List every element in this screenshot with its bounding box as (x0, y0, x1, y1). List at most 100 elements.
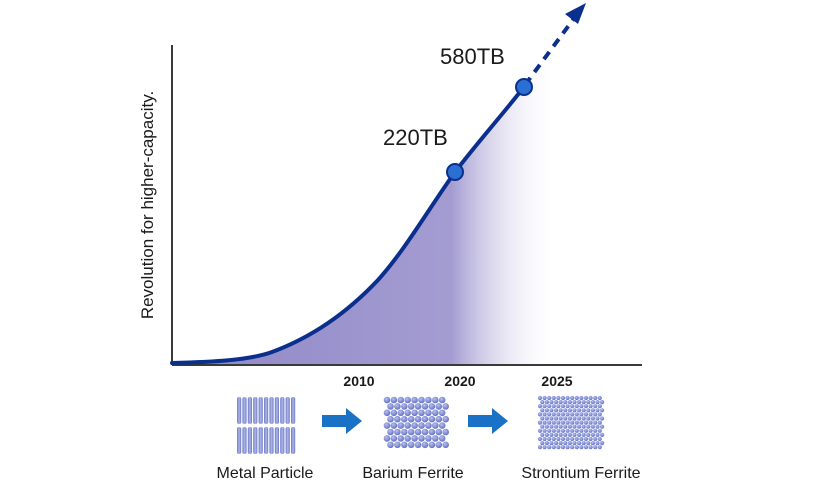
data-point-580tb (515, 78, 533, 96)
hex-particle (401, 415, 408, 423)
small-hex-particle (567, 408, 573, 413)
rod-particle (258, 397, 263, 424)
hex-particle (432, 422, 439, 429)
small-hex-particle (558, 424, 563, 429)
small-hex-particle (581, 432, 586, 437)
small-hex-particle (537, 445, 543, 450)
small-hex-particle (551, 420, 556, 425)
small-hex-particle (581, 424, 586, 429)
small-hex-particle (586, 441, 591, 446)
hex-particle (387, 403, 394, 410)
small-hex-particle (547, 436, 552, 442)
small-hex-particle (572, 408, 577, 413)
small-hex-particle (560, 404, 566, 409)
hex-particle (435, 428, 443, 436)
small-hex-particle (540, 400, 545, 405)
small-hex-particle (540, 416, 545, 421)
hex-particle (383, 396, 391, 404)
small-hex-particle (595, 441, 600, 446)
small-hex-particle (565, 404, 570, 409)
small-hex-particle (544, 432, 550, 437)
small-hex-particle (583, 436, 589, 442)
small-hex-particle (586, 400, 591, 405)
hex-particle (401, 441, 408, 449)
small-hex-particle (588, 445, 593, 450)
hex-particle (425, 409, 432, 417)
small-hex-particle (560, 428, 566, 433)
hex-particle (404, 435, 412, 442)
small-hex-particle (572, 400, 577, 405)
small-hex-particle (590, 416, 596, 421)
small-hex-particle (595, 408, 600, 413)
small-hex-particle (556, 395, 561, 401)
small-hex-particle (597, 412, 602, 417)
small-hex-particle (600, 432, 605, 437)
metal-particle-illustration (237, 397, 296, 454)
small-hex-particle (586, 416, 591, 421)
small-hex-particle (560, 445, 566, 450)
hex-particle (394, 428, 401, 436)
small-hex-particle (595, 400, 600, 405)
hex-particle (421, 415, 429, 423)
small-hex-particle (583, 428, 589, 433)
hex-particle (407, 428, 415, 436)
small-hex-particle (563, 408, 568, 413)
small-hex-particle (542, 420, 547, 425)
small-hex-particle (590, 424, 596, 429)
small-hex-particle (554, 441, 559, 446)
small-hex-particle (565, 428, 570, 433)
small-hex-particle (567, 424, 573, 429)
small-hex-particle (551, 395, 556, 401)
area-fill (172, 40, 560, 365)
small-hex-particle (579, 404, 584, 409)
small-hex-particle (597, 436, 602, 442)
small-hex-particle (565, 412, 570, 417)
small-hex-particle (574, 428, 579, 433)
hex-particle (432, 409, 439, 417)
small-hex-particle (572, 424, 577, 429)
rod-particle (291, 427, 296, 454)
rod-particle (264, 427, 269, 454)
hex-particle (404, 422, 412, 429)
small-hex-particle (593, 412, 598, 417)
small-hex-particle (590, 400, 596, 405)
small-hex-particle (558, 400, 563, 405)
small-hex-particle (563, 416, 568, 421)
hex-particle (428, 403, 436, 410)
small-hex-particle (549, 408, 554, 413)
hex-particle (383, 409, 391, 417)
small-hex-particle (593, 395, 598, 401)
small-hex-particle (597, 395, 602, 401)
small-hex-particle (588, 395, 593, 401)
x-tick-2020: 2020 (444, 373, 475, 389)
small-hex-particle (549, 424, 554, 429)
small-hex-particle (549, 441, 554, 446)
small-hex-particle (595, 416, 600, 421)
hex-particle (442, 428, 450, 436)
small-hex-particle (542, 436, 547, 442)
hex-particle (383, 422, 391, 429)
hex-particle (397, 422, 405, 429)
hex-particle (442, 415, 450, 423)
hex-particle (438, 422, 446, 429)
small-hex-particle (558, 408, 563, 413)
small-hex-particle (593, 436, 598, 442)
small-hex-particle (556, 404, 561, 409)
hex-particle (428, 441, 436, 449)
small-hex-particle (572, 441, 577, 446)
small-hex-particle (542, 404, 547, 409)
small-hex-particle (570, 436, 575, 442)
hex-particle (397, 396, 405, 404)
small-hex-particle (581, 441, 586, 446)
small-hex-particle (567, 400, 573, 405)
small-hex-particle (554, 424, 559, 429)
hex-particle (438, 396, 446, 404)
small-hex-particle (574, 420, 579, 425)
small-hex-particle (595, 424, 600, 429)
small-hex-particle (600, 400, 605, 405)
hex-particle (411, 409, 418, 417)
hex-particle (442, 403, 450, 410)
small-hex-particle (567, 441, 573, 446)
small-hex-particle (560, 436, 566, 442)
rod-particle (291, 397, 296, 424)
